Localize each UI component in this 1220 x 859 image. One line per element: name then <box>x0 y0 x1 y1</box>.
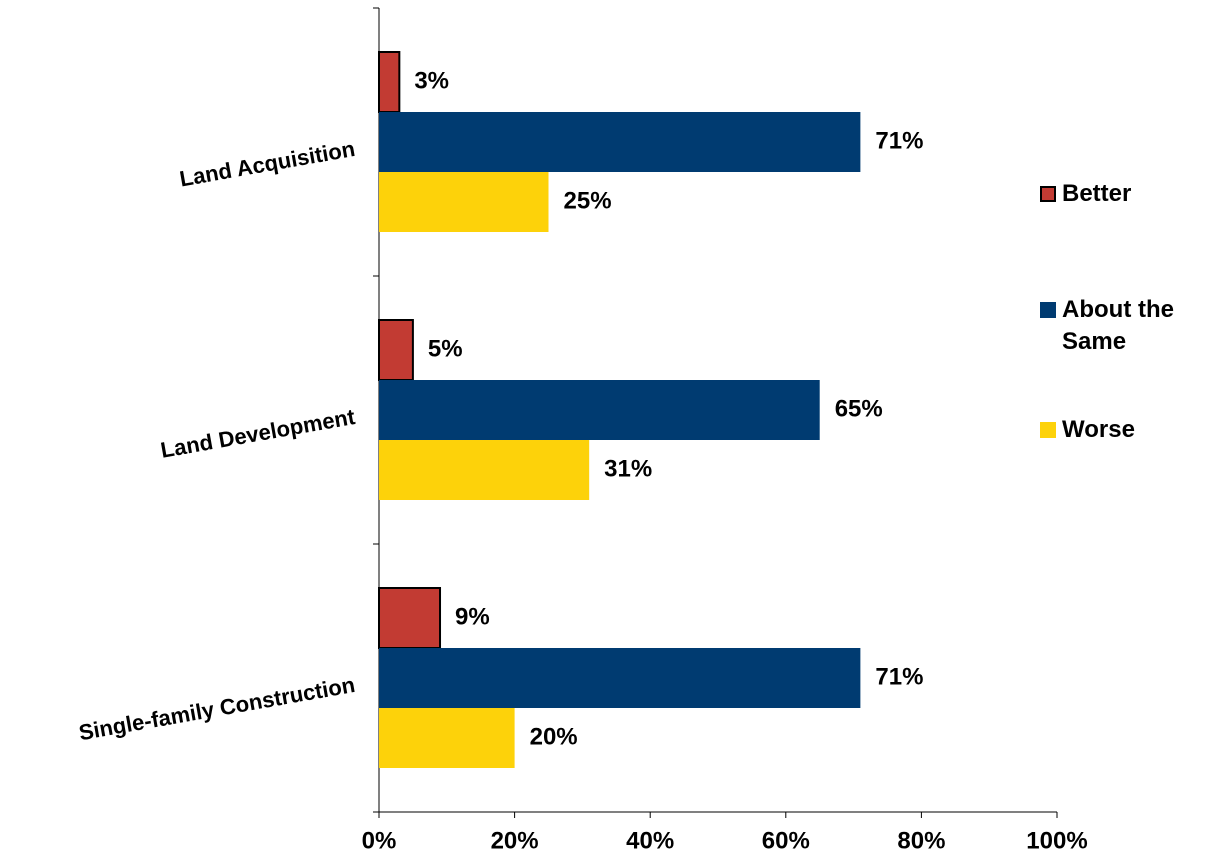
value-label: 5% <box>428 335 463 362</box>
bar <box>379 172 549 232</box>
legend-label: Worse <box>1062 416 1135 443</box>
bar <box>379 440 590 500</box>
x-tick-label: 20% <box>491 827 539 854</box>
value-label: 31% <box>604 455 652 482</box>
legend-swatch <box>1040 422 1056 438</box>
bar <box>379 112 861 172</box>
legend-label: Better <box>1062 180 1132 207</box>
x-tick-label: 60% <box>762 827 810 854</box>
x-tick-label: 0% <box>362 827 397 854</box>
legend-item: Better <box>1040 178 1215 210</box>
bar <box>379 380 820 440</box>
x-tick-label: 40% <box>626 827 674 854</box>
legend-item: Worse <box>1040 414 1215 446</box>
category-label: Land Acquisition <box>178 136 357 191</box>
legend-item: About the Same <box>1040 294 1215 358</box>
x-tick-label: 100% <box>1026 827 1087 854</box>
bar <box>378 319 414 381</box>
value-label: 25% <box>564 187 612 214</box>
bar <box>379 708 515 768</box>
value-label: 9% <box>455 603 490 630</box>
value-label: 3% <box>414 67 449 94</box>
value-label: 20% <box>530 723 578 750</box>
bar <box>378 587 442 649</box>
bar <box>378 51 401 113</box>
x-tick-label: 80% <box>897 827 945 854</box>
legend-label: About the Same <box>1062 296 1174 355</box>
legend-swatch <box>1040 186 1056 202</box>
category-label: Land Development <box>159 404 358 463</box>
value-label: 65% <box>835 395 883 422</box>
category-label: Single-family Construction <box>77 672 357 745</box>
value-label: 71% <box>875 127 923 154</box>
value-label: 71% <box>875 663 923 690</box>
bar <box>379 648 861 708</box>
legend-swatch <box>1040 302 1056 318</box>
